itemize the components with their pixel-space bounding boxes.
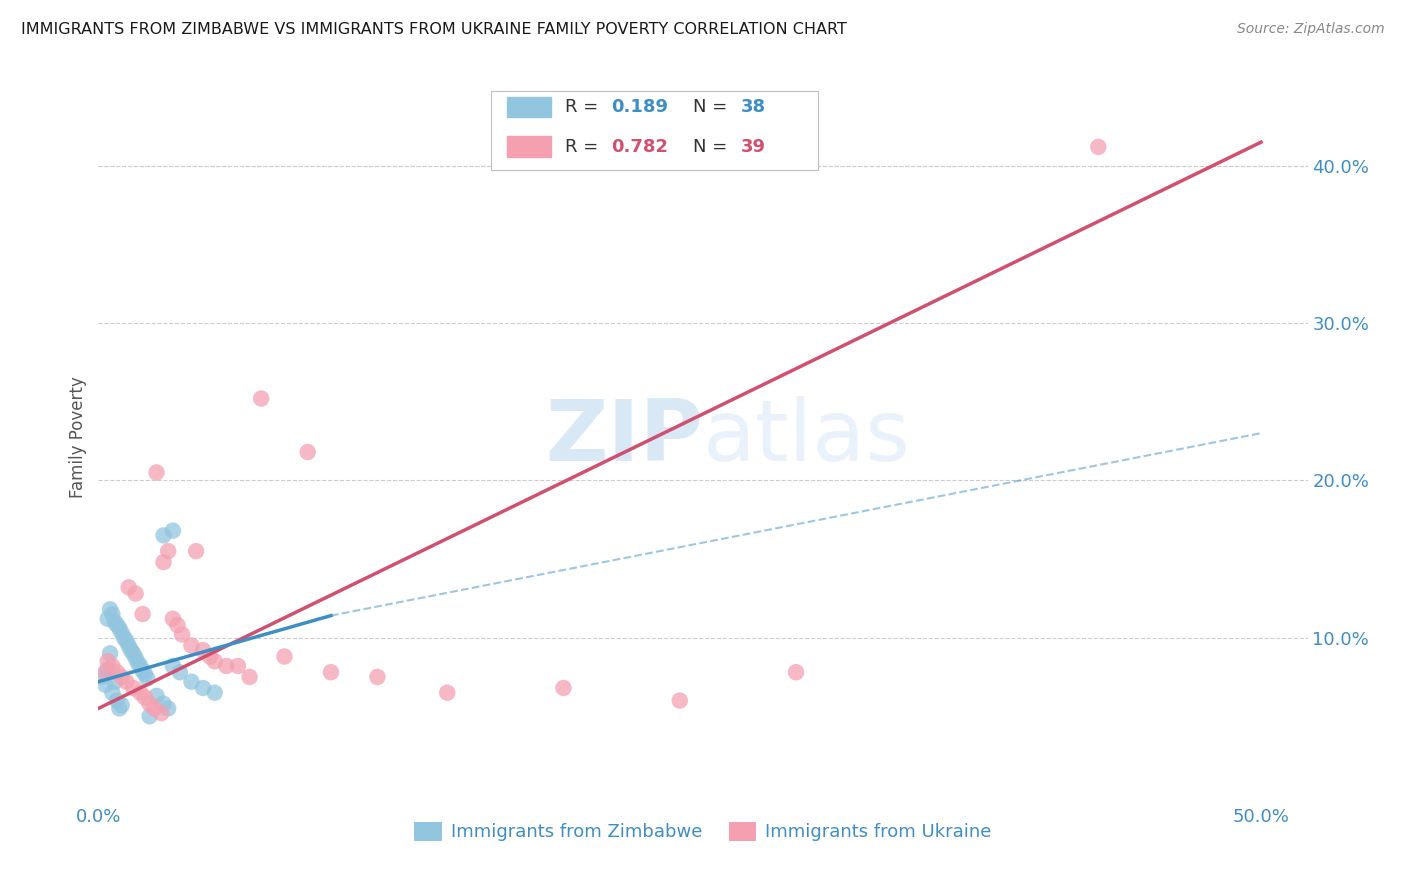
Point bbox=[112, 631, 135, 645]
Point bbox=[1087, 140, 1109, 154]
Point bbox=[172, 627, 194, 641]
Point bbox=[111, 626, 134, 640]
Point bbox=[124, 586, 146, 600]
Point bbox=[129, 686, 152, 700]
Point bbox=[273, 649, 295, 664]
Point bbox=[204, 654, 226, 668]
Point bbox=[138, 697, 160, 711]
Y-axis label: Family Poverty: Family Poverty bbox=[69, 376, 87, 498]
Point bbox=[436, 686, 458, 700]
Point bbox=[152, 555, 174, 569]
Point bbox=[101, 659, 124, 673]
Text: Source: ZipAtlas.com: Source: ZipAtlas.com bbox=[1237, 22, 1385, 37]
Point bbox=[553, 681, 575, 695]
Point bbox=[108, 621, 131, 635]
Point bbox=[111, 670, 134, 684]
Point bbox=[191, 643, 214, 657]
Point bbox=[127, 656, 149, 670]
Point bbox=[136, 672, 159, 686]
Point bbox=[138, 709, 160, 723]
Point bbox=[94, 678, 117, 692]
Point bbox=[180, 639, 202, 653]
Bar bbox=[508, 136, 551, 157]
Point bbox=[184, 544, 207, 558]
Point bbox=[157, 701, 180, 715]
Point bbox=[191, 681, 214, 695]
Point bbox=[162, 659, 184, 673]
Point bbox=[129, 659, 152, 673]
Point bbox=[143, 701, 166, 715]
Point bbox=[120, 643, 142, 657]
Point bbox=[145, 466, 167, 480]
Text: 0.782: 0.782 bbox=[612, 137, 668, 156]
Text: IMMIGRANTS FROM ZIMBABWE VS IMMIGRANTS FROM UKRAINE FAMILY POVERTY CORRELATION C: IMMIGRANTS FROM ZIMBABWE VS IMMIGRANTS F… bbox=[21, 22, 846, 37]
Point bbox=[94, 665, 117, 680]
Text: N =: N = bbox=[693, 98, 734, 116]
Point bbox=[118, 639, 141, 653]
Point bbox=[98, 602, 121, 616]
Point bbox=[239, 670, 262, 684]
Point bbox=[297, 445, 319, 459]
Point bbox=[215, 659, 238, 673]
Point bbox=[111, 698, 134, 713]
Point bbox=[180, 674, 202, 689]
Point bbox=[145, 689, 167, 703]
Point bbox=[104, 674, 127, 689]
Point bbox=[115, 674, 138, 689]
Point bbox=[319, 665, 342, 680]
Point bbox=[131, 607, 153, 621]
Text: 0.189: 0.189 bbox=[612, 98, 668, 116]
FancyBboxPatch shape bbox=[492, 91, 818, 170]
Text: 38: 38 bbox=[741, 98, 766, 116]
Point bbox=[105, 618, 128, 632]
Point bbox=[152, 528, 174, 542]
Bar bbox=[508, 97, 551, 118]
Point bbox=[108, 701, 131, 715]
Point bbox=[366, 670, 388, 684]
Point bbox=[97, 662, 120, 676]
Legend: Immigrants from Zimbabwe, Immigrants from Ukraine: Immigrants from Zimbabwe, Immigrants fro… bbox=[408, 814, 998, 848]
Text: atlas: atlas bbox=[703, 395, 911, 479]
Point bbox=[785, 665, 807, 680]
Point bbox=[122, 646, 145, 660]
Point bbox=[101, 686, 124, 700]
Point bbox=[162, 612, 184, 626]
Point bbox=[198, 649, 221, 664]
Point bbox=[105, 665, 128, 680]
Point bbox=[169, 665, 191, 680]
Point bbox=[115, 633, 138, 648]
Point bbox=[134, 690, 156, 705]
Text: N =: N = bbox=[693, 137, 734, 156]
Point bbox=[97, 612, 120, 626]
Point bbox=[131, 664, 153, 678]
Text: ZIP: ZIP bbox=[546, 395, 703, 479]
Point bbox=[152, 697, 174, 711]
Point bbox=[104, 615, 127, 629]
Point bbox=[97, 654, 120, 668]
Point bbox=[98, 646, 121, 660]
Point bbox=[134, 666, 156, 681]
Point bbox=[204, 686, 226, 700]
Point bbox=[166, 618, 188, 632]
Text: 39: 39 bbox=[741, 137, 765, 156]
Point bbox=[91, 670, 114, 684]
Text: R =: R = bbox=[565, 137, 605, 156]
Point bbox=[226, 659, 249, 673]
Point bbox=[105, 693, 128, 707]
Point bbox=[118, 580, 141, 594]
Point bbox=[157, 544, 180, 558]
Point bbox=[162, 524, 184, 538]
Point bbox=[250, 392, 273, 406]
Point bbox=[150, 706, 173, 720]
Point bbox=[668, 693, 690, 707]
Point bbox=[124, 651, 146, 665]
Point bbox=[101, 607, 124, 621]
Text: R =: R = bbox=[565, 98, 605, 116]
Point bbox=[122, 681, 145, 695]
